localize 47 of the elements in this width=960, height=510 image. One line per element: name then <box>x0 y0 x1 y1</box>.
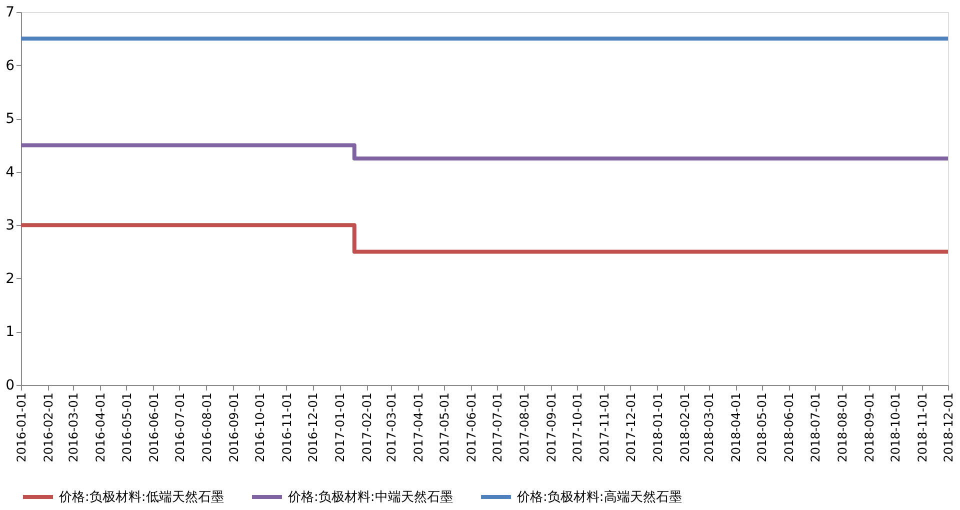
y-tick-label: 3 <box>6 218 14 234</box>
x-tick-label: 2018-07-01 <box>808 392 822 462</box>
x-tick-label: 2016-01-01 <box>14 392 28 462</box>
legend-label: 价格:负极材料:高端天然石墨 <box>516 489 682 505</box>
x-tick-label: 2017-10-01 <box>570 392 585 462</box>
x-tick-label: 2017-06-01 <box>464 392 479 462</box>
x-tick-label: 2017-12-01 <box>624 392 638 462</box>
x-tick-label: 2016-08-01 <box>200 392 214 462</box>
x-tick-label: 2017-07-01 <box>490 392 505 462</box>
y-tick-label: 0 <box>6 378 14 394</box>
x-tick-label: 2017-11-01 <box>598 392 612 462</box>
x-tick-label: 2016-03-01 <box>66 392 81 462</box>
x-tick-label: 2018-08-01 <box>835 392 850 462</box>
x-tick-label: 2017-03-01 <box>384 392 398 462</box>
x-tick-label: 2016-06-01 <box>146 392 161 462</box>
x-tick-label: 2018-04-01 <box>729 392 744 462</box>
x-tick-label: 2016-02-01 <box>41 392 56 462</box>
y-tick-label: 2 <box>6 270 14 287</box>
y-tick-label: 7 <box>6 4 14 20</box>
x-tick-label: 2016-04-01 <box>94 392 108 462</box>
x-tick-label: 2017-09-01 <box>544 392 559 462</box>
x-tick-label: 2018-05-01 <box>755 392 770 462</box>
x-tick-label: 2018-03-01 <box>702 392 716 462</box>
x-tick-label: 2016-07-01 <box>172 392 187 462</box>
y-tick-label: 4 <box>6 164 15 180</box>
legend-label: 价格:负极材料:中端天然石墨 <box>287 490 453 505</box>
x-tick-label: 2018-06-01 <box>782 392 796 462</box>
x-tick-label: 2017-05-01 <box>438 392 452 462</box>
x-tick-label: 2018-09-01 <box>862 392 876 462</box>
x-tick-label: 2017-02-01 <box>360 392 374 462</box>
legend-label: 价格:负极材料:低端天然石墨 <box>58 490 224 505</box>
x-tick-label: 2018-01-01 <box>650 392 665 462</box>
x-tick-label: 2018-10-01 <box>888 392 902 462</box>
y-tick-label: 5 <box>6 111 14 128</box>
x-tick-label: 2017-04-01 <box>411 392 426 462</box>
x-tick-label: 2018-12-01 <box>942 392 956 462</box>
x-tick-label: 2018-11-01 <box>915 392 930 462</box>
y-tick-label: 1 <box>6 324 14 340</box>
x-tick-label: 2016-11-01 <box>280 392 294 462</box>
x-tick-label: 2016-09-01 <box>226 392 241 462</box>
x-tick-label: 2018-02-01 <box>678 392 692 462</box>
x-tick-label: 2016-05-01 <box>120 392 134 462</box>
x-tick-label: 2016-10-01 <box>252 392 267 462</box>
x-tick-label: 2017-08-01 <box>518 392 532 462</box>
y-tick-label: 6 <box>6 58 15 74</box>
x-tick-label: 2016-12-01 <box>306 392 320 462</box>
x-tick-label: 2017-01-01 <box>333 392 348 462</box>
